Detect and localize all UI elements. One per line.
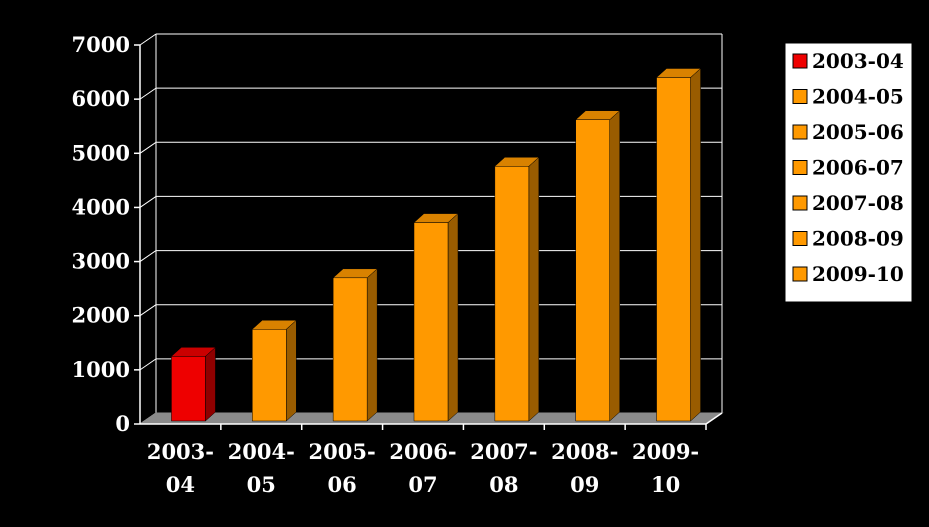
bar-2009-10 (655, 67, 702, 422)
bar-side (447, 213, 459, 422)
legend-swatch (792, 266, 808, 282)
legend-swatch (792, 53, 808, 69)
gridline-diagonal (139, 196, 157, 208)
legend-label: 2004-05 (812, 85, 904, 109)
bar-side (286, 319, 297, 422)
y-tick-label: 3000 (72, 249, 130, 274)
bar-side (609, 110, 620, 422)
y-tick-label: 6000 (72, 86, 130, 111)
gridline-diagonal (139, 250, 157, 262)
x-axis-labels: 2003- 04 2004- 05 2005- 06 2006- 07 2007- 08 2008-… (147, 439, 699, 497)
legend-swatch (792, 195, 808, 211)
y-axis-ticks: 0 1000 2000 3000 4000 5000 6000 7000 (72, 32, 130, 436)
y-tick-label: 1000 (72, 357, 130, 382)
bar-2003-04 (170, 346, 217, 422)
x-tick-label: 2007- (470, 439, 537, 464)
bar-series (170, 67, 702, 422)
x-tick-label: 08 (489, 472, 518, 497)
x-tick-label: 2008- (551, 439, 618, 464)
bar-front (656, 77, 691, 422)
legend-label: 2003-04 (812, 49, 904, 73)
x-tick-label: 2003- (147, 439, 214, 464)
legend-label: 2005-06 (812, 120, 904, 144)
legend: 2003-04 2004-05 2005-06 2006-07 2007-08 2008-… (784, 42, 913, 303)
bar-front (171, 356, 206, 422)
legend-swatch (792, 89, 808, 104)
gridline-diagonal (139, 304, 157, 317)
bar-2008-09 (575, 110, 621, 422)
x-tick-label: 05 (247, 472, 276, 497)
legend-label: 2008-09 (812, 227, 904, 251)
x-tick-label: 2005- (309, 439, 376, 464)
bar-front (575, 119, 610, 422)
bar-front (252, 329, 287, 422)
bar-front (413, 222, 449, 422)
bar-2007-08 (494, 156, 540, 422)
x-tick-label: 06 (328, 472, 357, 497)
legend-label: 2007-08 (812, 191, 904, 215)
bar-front (494, 166, 530, 422)
legend-label: 2006-07 (812, 156, 904, 180)
bar-side (205, 346, 216, 422)
legend-swatch (792, 160, 808, 175)
x-tick-label: 2006- (389, 439, 456, 464)
bar-side (690, 67, 701, 422)
x-tick-label: 2004- (228, 439, 295, 464)
x-tick-label: 2009- (632, 439, 699, 464)
bar-2006-07 (413, 213, 459, 422)
legend-label: 2009-10 (812, 262, 904, 286)
y-tick-label: 5000 (72, 140, 130, 165)
y-tick-label: 0 (115, 411, 130, 436)
floor-right-edge (705, 412, 723, 425)
gridline-diagonal (139, 87, 157, 100)
bar-side (528, 156, 540, 422)
gridline-diagonal (139, 141, 157, 154)
y-tick-label: 2000 (72, 303, 130, 328)
bar-front (332, 277, 368, 422)
x-tick-label: 10 (651, 472, 680, 497)
bar-2005-06 (332, 268, 378, 422)
y-tick-label: 4000 (72, 194, 130, 219)
gridline-diagonal (139, 358, 157, 371)
legend-swatch (792, 124, 808, 140)
legend-swatch (792, 231, 808, 246)
bar-side (366, 268, 378, 422)
axes (134, 44, 723, 430)
gridline-diagonal (139, 33, 157, 46)
bar-2004-05 (251, 319, 297, 422)
y-tick-label: 7000 (72, 32, 130, 57)
x-tick-label: 09 (570, 472, 599, 497)
x-tick-label: 07 (408, 472, 437, 497)
x-tick-label: 04 (166, 472, 195, 497)
